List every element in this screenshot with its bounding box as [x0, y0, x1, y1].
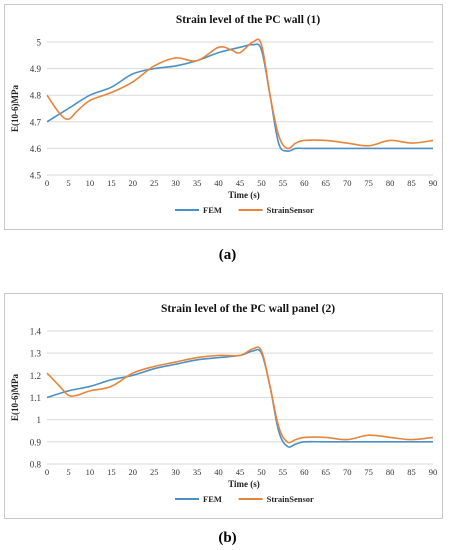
x-axis-label: Time (s) [228, 479, 260, 489]
x-tick-label: 30 [171, 467, 180, 477]
x-tick-label: 20 [129, 178, 138, 188]
x-tick-label: 35 [193, 178, 202, 188]
x-tick-label: 90 [429, 467, 438, 477]
x-tick-label: 15 [107, 467, 116, 477]
x-tick-label: 60 [300, 178, 309, 188]
x-tick-label: 40 [214, 178, 223, 188]
chart-panel-b: Strain level of the PC wall panel (2) 0.8… [4, 293, 443, 519]
x-tick-label: 20 [129, 467, 138, 477]
y-tick-label: 1 [37, 415, 42, 425]
x-tick-label: 45 [236, 178, 245, 188]
y-tick-label: 0.8 [30, 460, 42, 470]
y-tick-label: 4.8 [30, 91, 42, 101]
x-tick-label: 30 [171, 178, 180, 188]
x-tick-label: 50 [257, 178, 266, 188]
x-tick-label: 65 [322, 467, 331, 477]
x-tick-label: 0 [45, 178, 49, 188]
x-tick-label: 65 [322, 178, 331, 188]
chart-title: Strain level of the PC wall panel (2) [161, 303, 335, 315]
chart-a: Strain level of the PC wall (1) 4.5 4.6 4.7… [10, 14, 438, 215]
x-tick-label: 25 [150, 178, 159, 188]
series-line-fem [46, 43, 433, 153]
x-tick-label: 75 [364, 178, 373, 188]
x-tick-label: 35 [193, 467, 202, 477]
x-tick-label: 60 [300, 467, 309, 477]
x-tick-label: 55 [279, 467, 288, 477]
series-line-fem [46, 348, 433, 448]
x-tick-label: 25 [150, 467, 159, 477]
x-axis-label: Time (s) [228, 190, 260, 200]
chart-title: Strain level of the PC wall (1) [176, 14, 321, 26]
x-tick-label: 45 [236, 467, 245, 477]
chart-panel-a: Strain level of the PC wall (1) 4.5 4.6 4.7… [4, 4, 443, 230]
legend-label: StrainSensor [267, 494, 314, 504]
y-axis-label: E(10-6)MPa [10, 374, 20, 421]
x-tick-label: 85 [407, 467, 416, 477]
series-line-strainsensor [46, 38, 434, 150]
y-tick-label: 1.2 [30, 371, 41, 381]
y-tick-label: 4.6 [30, 144, 42, 154]
x-tick-label: 5 [66, 178, 70, 188]
caption-b: (b) [218, 530, 237, 546]
x-tick-label: 70 [343, 467, 352, 477]
y-axis-label: E(10-6)MPa [10, 85, 20, 132]
series-line-strainsensor [46, 346, 434, 444]
x-tick-label: 50 [257, 467, 266, 477]
x-tick-label: 10 [86, 178, 95, 188]
x-tick-label: 80 [386, 467, 395, 477]
legend-label: StrainSensor [267, 205, 314, 215]
x-tick-label: 70 [343, 178, 352, 188]
x-tick-label: 40 [214, 467, 223, 477]
y-tick-label: 5 [37, 38, 42, 48]
legend-label: FEM [203, 494, 222, 504]
y-tick-label: 4.9 [30, 64, 42, 74]
x-tick-label: 75 [364, 467, 373, 477]
legend-label: FEM [203, 205, 222, 215]
y-tick-label: 4.7 [30, 117, 42, 127]
x-tick-label: 80 [386, 178, 395, 188]
chart-b: Strain level of the PC wall panel (2) 0.8… [10, 303, 438, 504]
x-tick-label: 90 [429, 178, 438, 188]
x-tick-label: 85 [407, 178, 416, 188]
x-tick-label: 15 [107, 178, 116, 188]
y-tick-label: 1.4 [30, 327, 42, 337]
caption-a: (a) [218, 247, 237, 263]
x-tick-label: 55 [279, 178, 288, 188]
y-tick-label: 1.1 [30, 393, 41, 403]
y-tick-label: 4.5 [30, 171, 42, 181]
x-tick-label: 10 [86, 467, 95, 477]
y-tick-label: 1.3 [30, 349, 42, 359]
x-tick-label: 0 [45, 467, 49, 477]
y-tick-label: 0.9 [30, 437, 42, 447]
x-tick-label: 5 [66, 467, 70, 477]
